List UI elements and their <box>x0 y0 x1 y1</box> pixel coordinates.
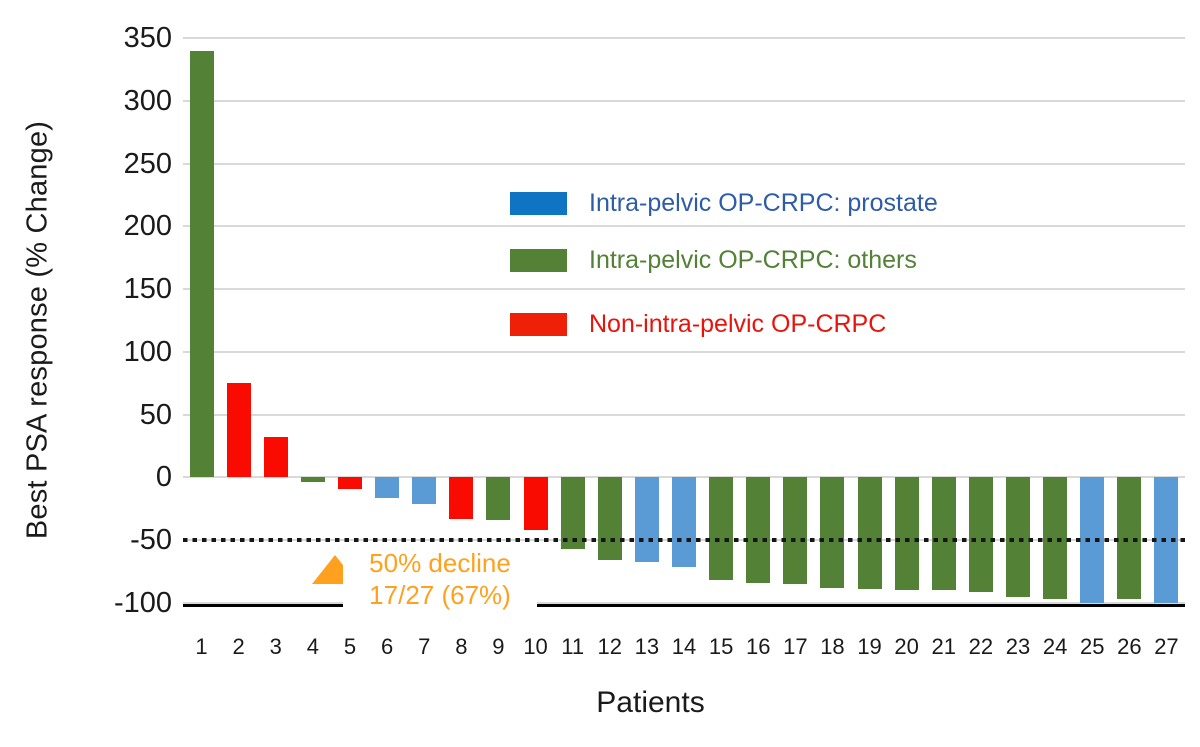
x-tick-label: 11 <box>561 634 585 659</box>
x-tick-label: 21 <box>931 634 957 659</box>
x-tick-label: 17 <box>783 634 808 659</box>
bar-patient-9 <box>486 477 511 521</box>
x-tick-label: 6 <box>380 634 394 659</box>
x-tick-label: 16 <box>745 634 771 659</box>
x-tick-label: 23 <box>1005 634 1031 659</box>
gridline-y-50 <box>183 413 1185 416</box>
x-tick-label: 22 <box>968 634 994 659</box>
y-tick-label: -100 <box>113 587 172 619</box>
bar-patient-19 <box>857 477 882 590</box>
bar-patient-16 <box>746 477 771 583</box>
gridline-y--100 <box>183 602 1185 604</box>
bar-patient-11 <box>560 477 585 549</box>
legend-label-prostate: Intra-pelvic OP-CRPC: prostate <box>589 189 938 217</box>
legend-swatch-prostate <box>510 192 567 215</box>
y-tick-label: 350 <box>123 22 172 54</box>
x-tick-label: 15 <box>708 634 734 659</box>
y-tick-label: 100 <box>123 335 172 368</box>
gridline-y-150 <box>183 288 1185 291</box>
bar-patient-14 <box>672 477 696 567</box>
gridline-y-350 <box>183 37 1185 39</box>
bar-patient-3 <box>263 437 288 478</box>
annotation-line1: 50% decline <box>369 548 511 578</box>
bar-patient-21 <box>931 477 956 591</box>
x-tick-label: 2 <box>232 634 245 659</box>
bar-patient-5 <box>338 477 362 489</box>
reference-line--50 <box>183 538 1185 543</box>
x-tick-label: 1 <box>195 634 208 659</box>
x-tick-label: 18 <box>820 634 845 659</box>
bar-patient-20 <box>894 477 919 591</box>
y-tick-label: 300 <box>123 84 172 117</box>
reference-line--100 <box>183 604 1185 607</box>
legend-swatch-others <box>510 249 567 272</box>
bar-patient-2 <box>226 383 251 478</box>
bar-patient-22 <box>968 477 993 592</box>
bar-patient-6 <box>375 477 400 498</box>
y-tick-label: 200 <box>123 210 172 243</box>
x-tick-label: 13 <box>634 634 660 659</box>
x-tick-label: 5 <box>343 634 357 659</box>
x-tick-label: 14 <box>671 634 697 659</box>
legend-item-prostate: Intra-pelvic OP-CRPC: prostate <box>510 189 938 218</box>
x-tick-label: 7 <box>418 634 431 659</box>
bar-patient-23 <box>1006 477 1030 597</box>
gridline-y-300 <box>183 99 1185 102</box>
bar-patient-4 <box>300 477 325 483</box>
legend-swatch-non_intra <box>510 313 567 336</box>
bar-patient-1 <box>189 50 214 478</box>
bar-patient-13 <box>634 477 659 562</box>
gridline-y-200 <box>183 225 1185 228</box>
y-tick-label: 50 <box>139 398 172 431</box>
legend-item-non_intra: Non-intra-pelvic OP-CRPC <box>510 310 886 339</box>
bar-patient-7 <box>412 477 437 504</box>
x-tick-label: 3 <box>269 634 282 659</box>
y-tick-label: 0 <box>155 461 172 494</box>
gridline-y-100 <box>183 350 1185 353</box>
y-tick-label: -50 <box>130 524 172 557</box>
legend-label-others: Intra-pelvic OP-CRPC: others <box>589 246 917 274</box>
bar-patient-10 <box>523 477 548 531</box>
x-tick-label: 4 <box>306 634 319 659</box>
bar-patient-15 <box>709 477 734 581</box>
x-tick-label: 20 <box>894 634 919 659</box>
x-tick-label: 27 <box>1154 634 1179 659</box>
x-tick-label: 26 <box>1117 634 1142 659</box>
bar-patient-8 <box>449 477 474 519</box>
x-tick-label: 25 <box>1079 634 1105 659</box>
bar-patient-17 <box>783 477 808 585</box>
bar-patient-12 <box>597 477 622 561</box>
annotation-text: 50% decline 17/27 (67%) <box>343 547 537 613</box>
x-tick-label: 9 <box>492 634 505 659</box>
x-tick-label: 12 <box>597 634 623 659</box>
x-tick-label: 8 <box>455 634 468 659</box>
legend-item-others: Intra-pelvic OP-CRPC: others <box>510 246 917 275</box>
y-tick-label: 250 <box>123 147 172 180</box>
bar-patient-18 <box>820 477 845 588</box>
x-tick-label: 10 <box>523 634 548 659</box>
legend-label-non_intra: Non-intra-pelvic OP-CRPC <box>589 310 887 338</box>
annotation-line2: 17/27 (67%) <box>369 580 511 610</box>
x-tick-label: 19 <box>857 634 882 659</box>
x-tick-label: 24 <box>1042 634 1068 659</box>
y-tick-label: 150 <box>123 273 172 306</box>
x-axis-title: Patients <box>596 686 705 719</box>
gridline-y-250 <box>183 162 1185 165</box>
